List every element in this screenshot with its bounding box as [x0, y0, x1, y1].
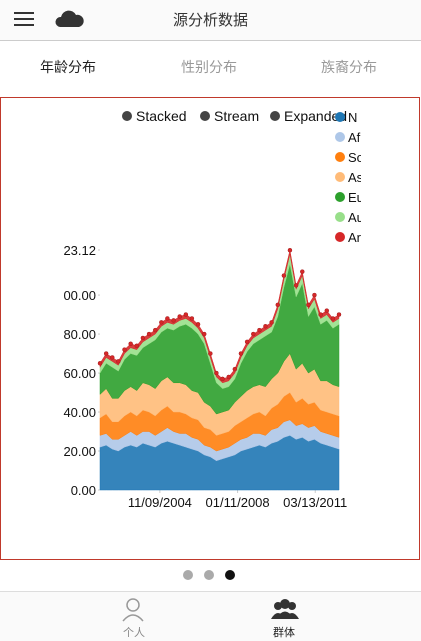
y-tick-label: 00.00 [63, 288, 96, 303]
point [281, 273, 287, 278]
x-tick-label: 03/13/2011 [283, 495, 347, 510]
point [300, 269, 305, 274]
pager-dot [204, 570, 214, 580]
point [293, 283, 299, 288]
y-tick-label: 80.00 [63, 327, 96, 342]
legend-label: So [348, 150, 361, 165]
legend-dot [335, 172, 345, 182]
point [97, 361, 103, 366]
menu-button[interactable] [10, 0, 50, 40]
point [244, 339, 250, 345]
chart-panel: 0.00 20.00 40.00 60.00 80.00 00.00 23.12 11/09/… [0, 97, 420, 560]
pager [183, 570, 235, 580]
point [189, 316, 195, 321]
point [275, 302, 281, 308]
point [128, 341, 133, 347]
point [110, 355, 115, 360]
legend-dot [335, 212, 345, 222]
point [220, 376, 225, 382]
point [251, 331, 256, 337]
point [152, 327, 158, 333]
point [103, 351, 109, 356]
point [226, 374, 231, 380]
point [238, 351, 244, 356]
legend-dot [335, 232, 345, 242]
point [208, 351, 213, 356]
tab-bar: 年龄分布 性别分布 族裔分布 [0, 41, 421, 95]
legend-label: Eu [348, 190, 361, 205]
control-label[interactable]: Expanded [284, 108, 347, 124]
y-tick-label: 40.00 [63, 405, 96, 420]
point [116, 359, 121, 364]
control-label[interactable]: Stream [214, 108, 259, 124]
legend-dot [335, 192, 345, 202]
person-icon[interactable] [121, 597, 145, 623]
y-tick-label: 0.00 [71, 483, 96, 498]
control-label[interactable]: Stacked [136, 108, 187, 124]
point [201, 331, 207, 337]
chart: 0.00 20.00 40.00 60.00 80.00 00.00 23.12 11/09/… [63, 108, 361, 510]
legend-dot [335, 112, 345, 122]
point [165, 316, 170, 321]
point [140, 335, 146, 341]
point [122, 347, 127, 352]
cloud-icon[interactable] [54, 0, 86, 40]
legend-dot [335, 132, 345, 142]
point [232, 366, 238, 372]
page-title: 源分析数据 [172, 11, 248, 29]
x-tick-label: 11/09/2004 [128, 495, 192, 510]
point [324, 308, 330, 313]
point [214, 370, 219, 376]
point [263, 324, 268, 329]
y-tick-label: 23.12 [63, 243, 96, 258]
tab[interactable]: 族裔分布 [321, 60, 377, 76]
control-dot [200, 111, 210, 121]
y-tick-label: 60.00 [63, 366, 96, 381]
nav-label[interactable]: 群体 [273, 626, 295, 639]
point [306, 302, 311, 308]
point [183, 312, 189, 317]
legend-dot [335, 152, 345, 162]
pager-dot [225, 570, 235, 580]
point [257, 327, 262, 333]
legend-label: Ar [348, 230, 361, 245]
point [287, 247, 293, 253]
point [134, 343, 140, 349]
bottom-nav: 个人 群体 [0, 591, 421, 641]
legend-label: Au [348, 210, 361, 225]
point [171, 318, 176, 323]
legend-label: Af [348, 130, 361, 145]
point [159, 320, 164, 325]
point [312, 292, 317, 298]
point [330, 316, 336, 321]
tab[interactable]: 年龄分布 [40, 60, 96, 76]
tab[interactable]: 性别分布 [181, 60, 237, 76]
pager-dot [183, 570, 193, 580]
point [146, 331, 152, 337]
point [177, 314, 182, 319]
control-dot [122, 111, 132, 121]
y-tick-label: 20.00 [63, 444, 96, 459]
point [336, 312, 342, 317]
legend-label: N [348, 110, 357, 125]
point [318, 312, 323, 317]
control-dot [270, 111, 280, 121]
point [195, 322, 201, 327]
nav-label[interactable]: 个人 [123, 626, 145, 639]
header: 源分析数据 [0, 0, 421, 41]
legend-label: As [348, 170, 361, 185]
group-icon[interactable] [270, 597, 300, 623]
x-tick-label: 01/11/2008 [206, 495, 270, 510]
point [269, 320, 274, 325]
